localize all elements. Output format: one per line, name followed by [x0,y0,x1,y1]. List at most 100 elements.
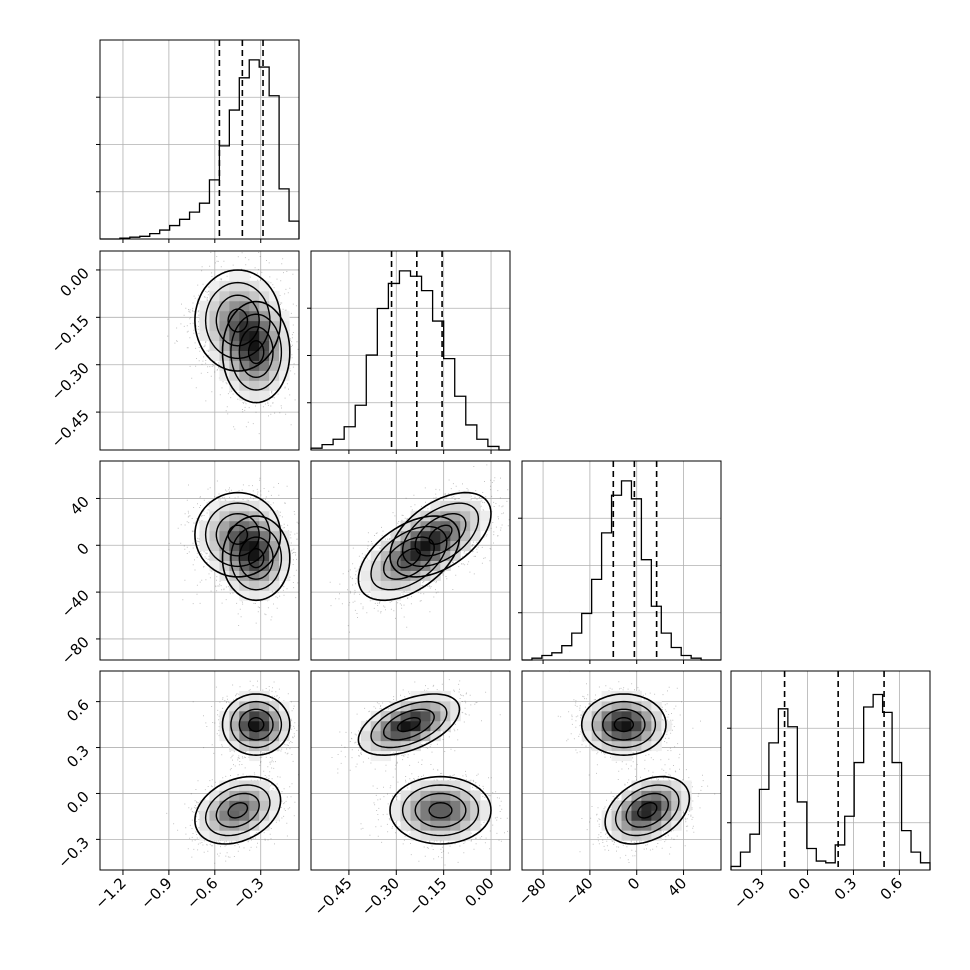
density-cell [611,830,622,841]
density-cell [259,780,270,791]
density-cell [661,800,672,811]
density-cell [199,310,210,322]
density-cell [209,830,220,841]
x-tick-label: −0.9 [137,874,175,912]
density-cell [219,510,230,522]
contour-line [204,281,271,360]
density-cell [209,320,220,332]
y-tick-label: −0.15 [48,311,93,356]
contour-line [613,717,634,733]
contour-line [401,784,480,837]
x-axis-4: −0.3 0.0 0.3 0.6 [730,870,906,913]
density-cell [400,530,411,542]
density-cell [460,830,471,841]
density-cell [460,500,471,512]
density-cell [249,370,260,381]
density-cell [430,730,441,742]
density-cell [239,590,250,601]
density-cell [621,720,632,732]
density-cell [410,720,421,732]
x-tick-label: −0.15 [405,874,450,919]
density-cell [259,540,270,552]
density-cell [239,700,250,712]
density-cell [269,380,280,391]
density-cell [430,710,441,722]
density-cell [400,730,411,742]
density-cell [229,710,240,722]
density-cell [239,370,250,381]
density-cell [440,800,451,811]
density-cell [269,560,280,571]
density-cell [239,540,250,552]
density-cell [591,700,603,712]
density-cell [601,740,613,752]
density-cell [249,290,260,302]
density-cell [370,550,382,561]
density-cell [239,810,250,821]
density-cell [420,540,431,552]
density-cell [400,580,411,591]
density-cell [229,530,240,542]
density-cell [199,320,210,332]
contour-line [389,491,492,578]
density-cell [641,720,652,732]
density-cell [279,570,290,581]
histogram-panel-1 [96,39,300,240]
density-cell [621,790,632,801]
density-cell [229,540,240,552]
density-cell [249,280,260,292]
density-cell [269,330,280,342]
panel-frame [99,460,300,661]
contour-line [382,708,435,741]
contour-line [215,512,260,557]
density-cell [269,520,280,532]
scatter-panel-3-1: −80 −40 0 40 [58,460,300,668]
density-cell [460,530,471,542]
density-cell [209,820,220,831]
density-cell [199,800,210,811]
density-cell [631,780,642,791]
contour-line [247,717,265,733]
density-cell [370,720,382,732]
density-cell [430,500,441,512]
density-cell [199,330,210,342]
density-cell [450,550,461,561]
density-cell [390,570,402,581]
density-cell [209,330,220,342]
density-cell [249,380,260,391]
contour-line [247,548,265,569]
density-cell [390,800,402,811]
density-cell [601,810,613,821]
density-cell [480,510,491,522]
density-cell [269,350,280,361]
density-cell [581,710,593,722]
x-tick-label: −0.30 [358,874,403,919]
contour-line [215,294,260,347]
density-cell [611,750,622,762]
density-cell [380,580,392,591]
density-cell [380,730,392,742]
contour-line [637,802,658,819]
density-cell [249,530,260,542]
density-cell [380,740,392,752]
density-cell [440,820,451,831]
density-cell [410,700,421,712]
density-cell [279,560,290,571]
density-cell [430,800,441,811]
density-cell [390,560,402,571]
density-cell [279,540,290,552]
density-cell [360,560,372,571]
density-cell [249,730,260,742]
density-cell [621,800,632,811]
density-cell [681,800,692,811]
density-cell [430,690,441,702]
density-cell [601,730,613,742]
density-cell [219,560,230,571]
density-cell [219,290,230,302]
density-cell [269,370,280,381]
y-tick-label: −0.3 [54,833,92,871]
density-cell [279,310,290,322]
density-cell [259,550,270,561]
density-cell [390,590,402,601]
density-cell [611,720,622,732]
